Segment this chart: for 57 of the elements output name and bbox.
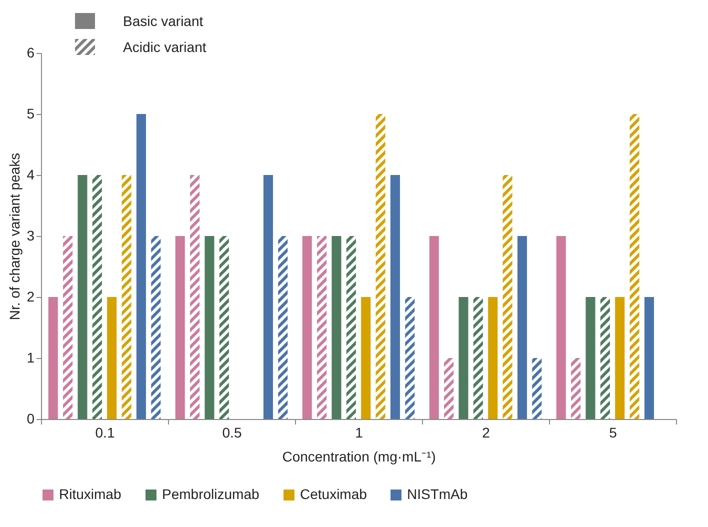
x-axis-title: Concentration (mg·mL⁻¹) [282, 448, 436, 464]
bar [630, 114, 640, 419]
bar [458, 297, 468, 419]
bar [405, 297, 415, 419]
y-axis-title: Nr. of charge variant peaks [6, 152, 23, 320]
text: Basic variant [123, 13, 204, 29]
bar [278, 236, 288, 419]
bar [473, 297, 483, 419]
bar [63, 236, 73, 419]
y-tick-label: 0 [26, 410, 35, 426]
y-tick-label: 1 [26, 350, 35, 366]
bar [376, 114, 386, 419]
bar [532, 358, 542, 419]
bar [136, 114, 146, 419]
bar [600, 297, 610, 419]
bar [390, 175, 400, 419]
bar [151, 236, 161, 419]
y-tick-label: 3 [26, 228, 35, 244]
bar [615, 297, 625, 419]
bar [78, 175, 88, 419]
bar [556, 236, 566, 419]
bar [586, 297, 596, 419]
legend-label: Pembrolizumab [162, 486, 260, 502]
y-tick-label: 6 [26, 44, 35, 60]
bar [302, 236, 312, 419]
bar [361, 297, 371, 419]
y-tick-label: 2 [26, 288, 35, 304]
bar [219, 236, 229, 419]
y-tick-label: 4 [26, 166, 35, 182]
bar [346, 236, 356, 419]
bar [571, 358, 581, 419]
bar [429, 236, 439, 419]
bar [502, 175, 512, 419]
legend-label: Cetuximab [300, 486, 368, 502]
bar [175, 236, 185, 419]
bar [517, 236, 527, 419]
legend-label: Rituximab [59, 486, 122, 502]
legend-label: NISTmAb [407, 486, 468, 502]
x-tick-label: 1 [355, 424, 364, 440]
x-tick-label: 0.1 [95, 424, 115, 440]
bar [107, 297, 117, 419]
bar [190, 175, 200, 419]
y-tick-label: 5 [26, 106, 35, 122]
annotation: Acidic variant [123, 39, 206, 55]
bar [488, 297, 498, 419]
bar [263, 175, 273, 419]
bar [92, 175, 102, 419]
bar [204, 236, 214, 419]
bar [644, 297, 654, 419]
bar [444, 358, 454, 419]
bar [122, 175, 132, 419]
x-tick-label: 0.5 [222, 424, 242, 440]
bar [48, 297, 58, 419]
bar [332, 236, 342, 419]
bar [317, 236, 327, 419]
x-tick-label: 5 [609, 424, 618, 440]
x-tick-label: 2 [482, 424, 490, 440]
